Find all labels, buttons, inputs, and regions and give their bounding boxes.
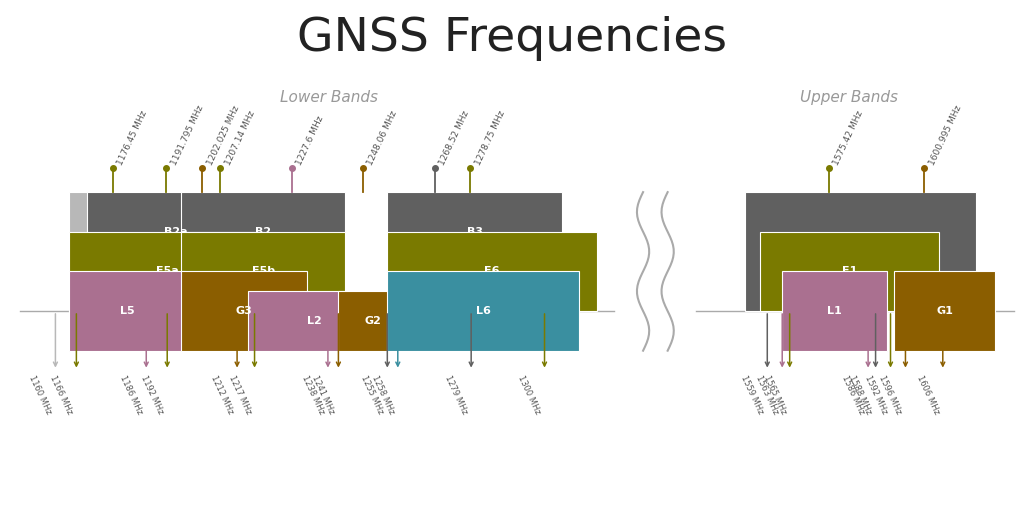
Text: 1279 MHz: 1279 MHz	[443, 374, 469, 416]
Text: B3: B3	[467, 227, 482, 237]
Text: Lower Bands: Lower Bands	[281, 89, 378, 105]
Text: 1238 MHz: 1238 MHz	[300, 374, 326, 416]
Text: 1227.6 MHz: 1227.6 MHz	[295, 114, 326, 166]
Text: B1: B1	[853, 246, 868, 257]
Bar	[248, 291, 380, 351]
Bar	[894, 271, 995, 351]
Bar	[782, 271, 887, 351]
Text: 1192 MHz: 1192 MHz	[139, 374, 165, 416]
Text: 1212 MHz: 1212 MHz	[209, 374, 236, 416]
Bar	[70, 192, 248, 351]
Text: Upper Bands: Upper Bands	[800, 89, 898, 105]
Text: 1217 MHz: 1217 MHz	[226, 374, 253, 416]
Text: GNSS Frequencies: GNSS Frequencies	[297, 16, 727, 61]
Text: L5: L5	[120, 306, 134, 316]
Text: 1258 MHz: 1258 MHz	[370, 374, 395, 416]
Text: 1186 MHz: 1186 MHz	[119, 374, 144, 416]
Bar	[181, 232, 345, 311]
Text: G3: G3	[236, 306, 253, 316]
Text: L2: L2	[306, 316, 322, 326]
Text: B2a: B2a	[164, 227, 187, 237]
Text: 1565 MHz: 1565 MHz	[762, 374, 787, 416]
Text: 1600.995 MHz: 1600.995 MHz	[927, 104, 963, 166]
Text: 1176.45 MHz: 1176.45 MHz	[116, 109, 150, 166]
Bar	[181, 192, 345, 271]
Text: E5b: E5b	[252, 266, 274, 277]
Bar	[87, 192, 265, 271]
Text: E1: E1	[842, 266, 857, 277]
Text: E5a: E5a	[156, 266, 178, 277]
Text: 1575.42 MHz: 1575.42 MHz	[831, 109, 865, 166]
Text: E6: E6	[484, 266, 500, 277]
Bar	[181, 271, 307, 351]
Bar	[387, 192, 562, 271]
Bar	[70, 271, 184, 351]
Text: G1: G1	[936, 306, 953, 316]
Text: 1248.06 MHz: 1248.06 MHz	[367, 109, 399, 166]
Text: 1278.75 MHz: 1278.75 MHz	[473, 109, 507, 166]
Bar	[744, 192, 977, 311]
Text: 1586 MHz: 1586 MHz	[841, 374, 866, 416]
Text: 1241 MHz: 1241 MHz	[310, 374, 336, 416]
Text: 1202.025 MHz: 1202.025 MHz	[205, 104, 241, 166]
Text: 1255 MHz: 1255 MHz	[359, 374, 385, 416]
Text: G2: G2	[365, 316, 382, 326]
Bar	[387, 232, 597, 311]
Text: 1606 MHz: 1606 MHz	[914, 374, 941, 416]
Text: 1191.795 MHz: 1191.795 MHz	[170, 104, 205, 166]
Text: 1588 MHz: 1588 MHz	[848, 374, 873, 416]
Bar	[760, 232, 939, 311]
Text: 1300 MHz: 1300 MHz	[517, 374, 543, 416]
Text: B2: B2	[255, 227, 271, 237]
Text: L6: L6	[476, 306, 490, 316]
Text: L1: L1	[827, 306, 842, 316]
Text: 1160 MHz: 1160 MHz	[28, 374, 53, 416]
Text: 1207.14 MHz: 1207.14 MHz	[223, 109, 256, 166]
Text: 1166 MHz: 1166 MHz	[48, 374, 75, 416]
Text: 1592 MHz: 1592 MHz	[863, 374, 889, 416]
Text: 1596 MHz: 1596 MHz	[878, 374, 903, 416]
Text: L5: L5	[152, 266, 166, 277]
Text: 1268.52 MHz: 1268.52 MHz	[437, 109, 471, 166]
Text: 1559 MHz: 1559 MHz	[739, 374, 765, 416]
Bar	[387, 271, 580, 351]
Bar	[338, 291, 409, 351]
Bar	[70, 232, 265, 311]
Text: 1563 MHz: 1563 MHz	[755, 374, 780, 416]
